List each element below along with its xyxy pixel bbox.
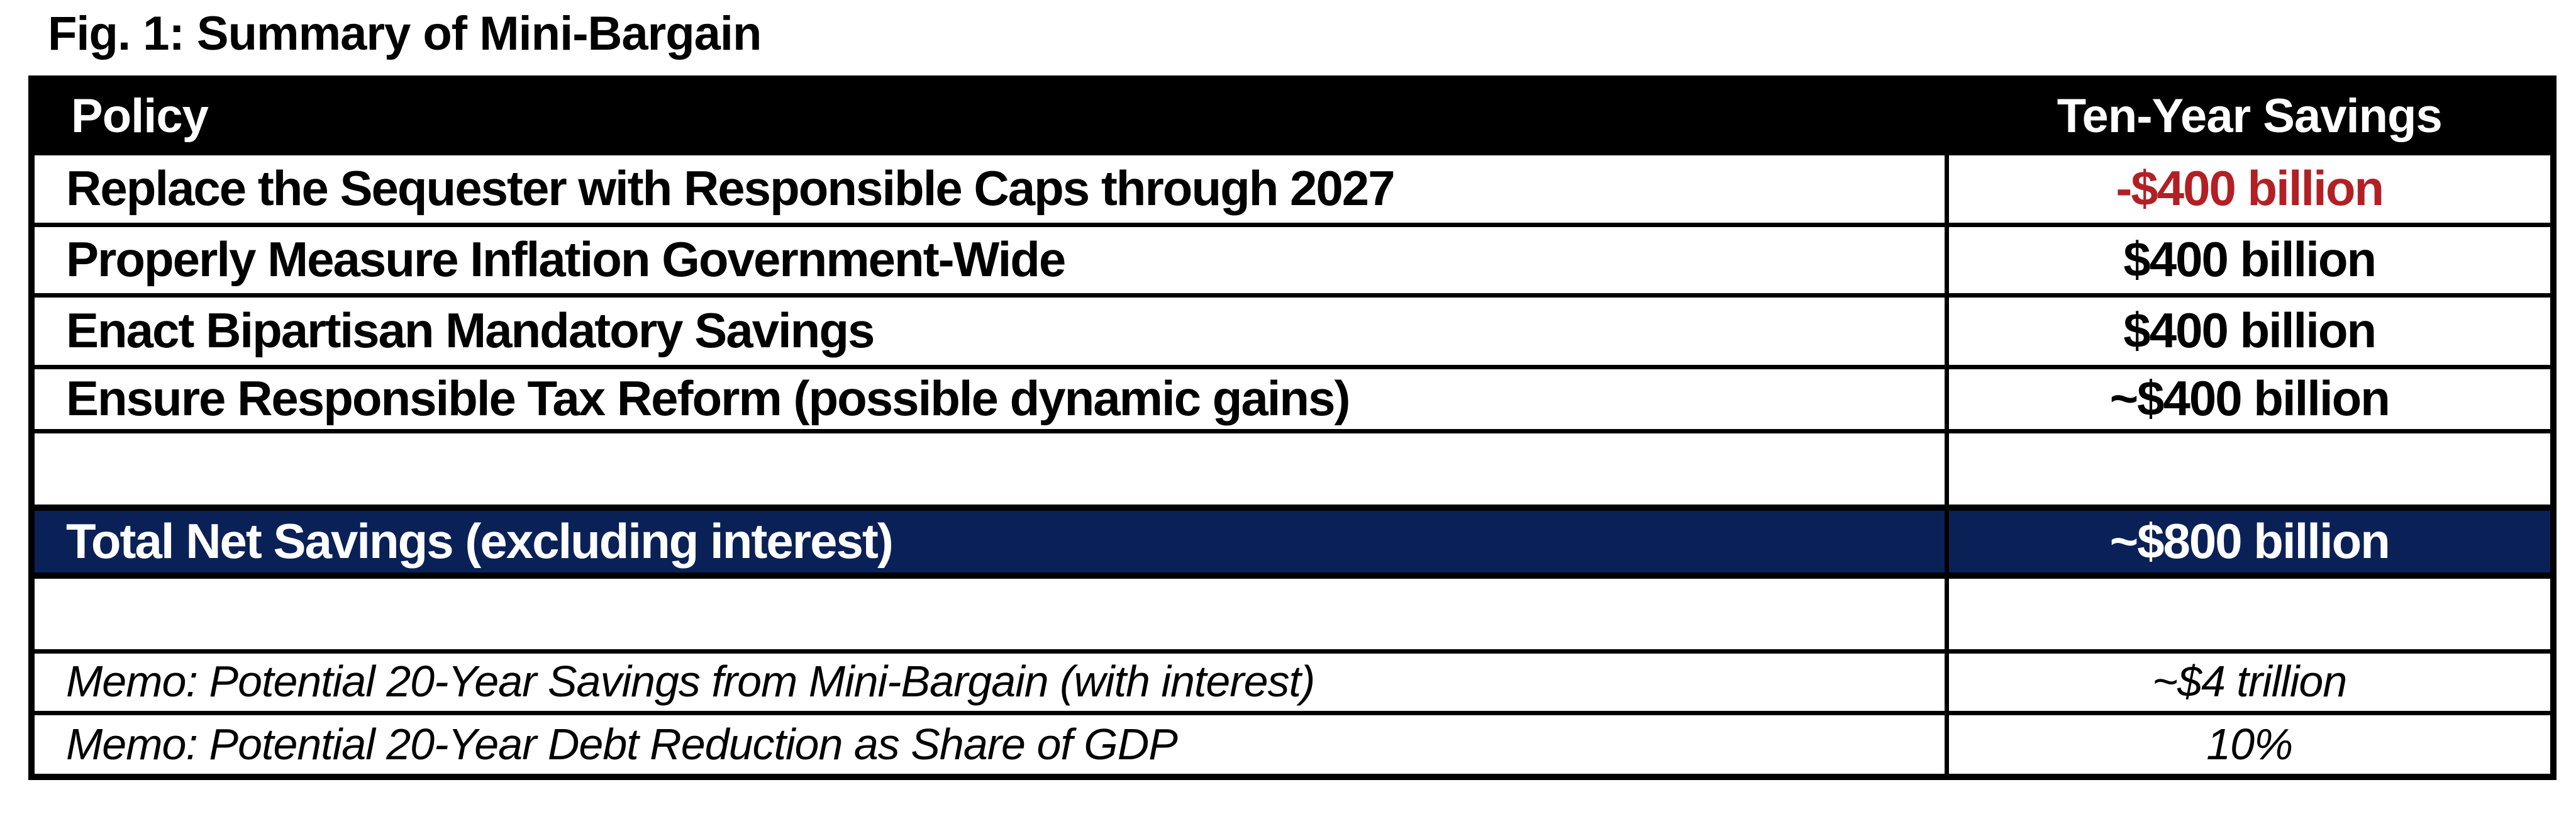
empty-cell xyxy=(29,428,1949,510)
table-row: Enact Bipartisan Mandatory Savings $400 … xyxy=(29,293,2556,369)
memo-label-cell: Memo: Potential 20-Year Savings from Min… xyxy=(29,649,1949,715)
column-header-policy: Policy xyxy=(29,76,1949,155)
savings-cell: ~$400 billion xyxy=(1944,364,2556,433)
empty-cell xyxy=(1944,573,2556,654)
policy-cell: Replace the Sequester with Responsible C… xyxy=(29,150,1949,227)
table-row: Ensure Responsible Tax Reform (possible … xyxy=(29,364,2556,433)
total-row: Total Net Savings (excluding interest) ~… xyxy=(29,505,2556,579)
table-row: Replace the Sequester with Responsible C… xyxy=(29,150,2556,227)
policy-cell: Properly Measure Inflation Government-Wi… xyxy=(29,222,1949,298)
empty-cell xyxy=(1944,428,2556,510)
table-header-row: Policy Ten-Year Savings xyxy=(29,76,2556,155)
empty-cell xyxy=(29,573,1949,654)
policy-cell: Enact Bipartisan Mandatory Savings xyxy=(29,293,1949,369)
memo-value-cell: 10% xyxy=(1944,710,2556,779)
total-value-cell: ~$800 billion xyxy=(1944,505,2556,579)
column-header-ten-year-savings: Ten-Year Savings xyxy=(1944,76,2556,155)
savings-cell-negative: -$400 billion xyxy=(1944,150,2556,227)
savings-cell: $400 billion xyxy=(1944,222,2556,298)
summary-table: Policy Ten-Year Savings Replace the Sequ… xyxy=(28,75,2557,780)
spacer-row xyxy=(29,428,2556,510)
memo-value-cell: ~$4 trillion xyxy=(1944,649,2556,715)
table-row: Properly Measure Inflation Government-Wi… xyxy=(29,222,2556,298)
spacer-row xyxy=(29,573,2556,654)
total-label-cell: Total Net Savings (excluding interest) xyxy=(29,505,1949,579)
savings-cell: $400 billion xyxy=(1944,293,2556,369)
memo-label-cell: Memo: Potential 20-Year Debt Reduction a… xyxy=(29,710,1949,779)
figure-title: Fig. 1: Summary of Mini-Bargain xyxy=(48,7,762,60)
memo-row: Memo: Potential 20-Year Debt Reduction a… xyxy=(29,710,2556,779)
memo-row: Memo: Potential 20-Year Savings from Min… xyxy=(29,649,2556,715)
policy-cell: Ensure Responsible Tax Reform (possible … xyxy=(29,364,1949,433)
